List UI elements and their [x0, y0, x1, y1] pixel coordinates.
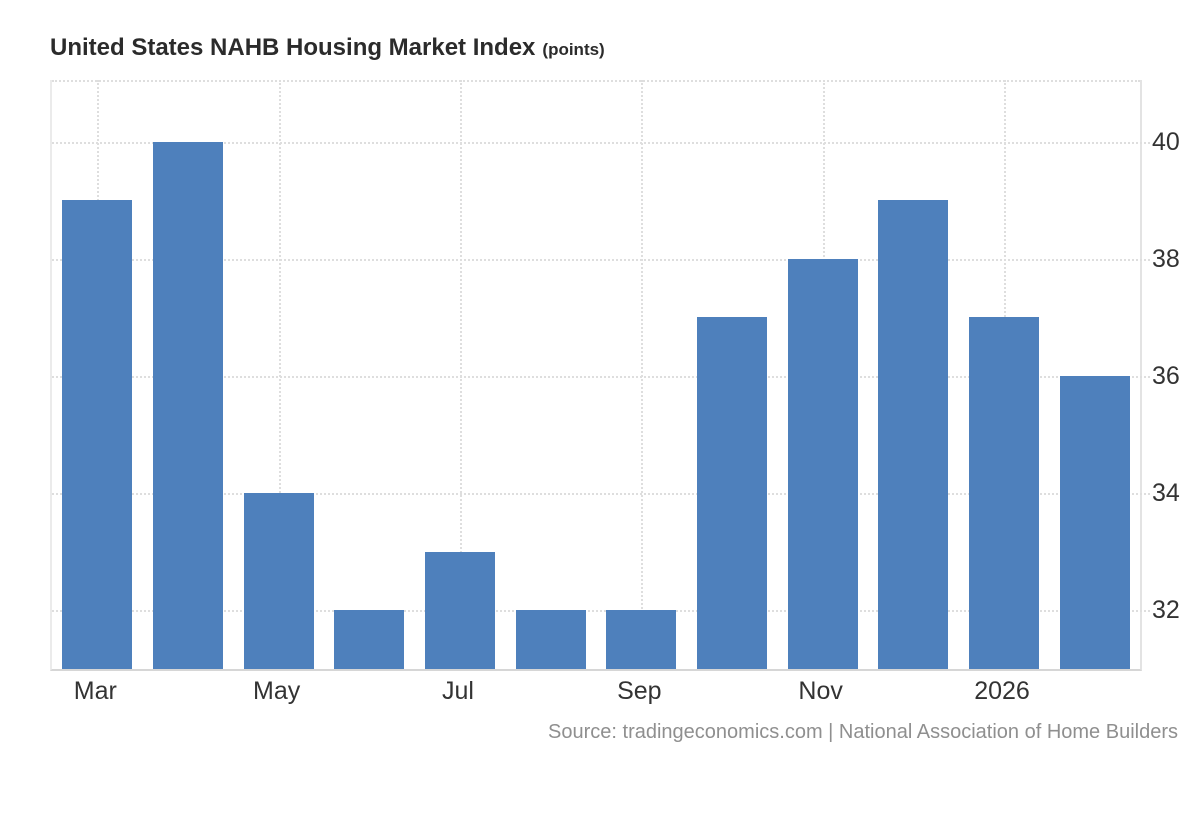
- bar-jul: [425, 551, 495, 669]
- bar-oct: [697, 317, 767, 669]
- chart-title: United States NAHB Housing Market Index: [50, 34, 536, 61]
- bar-aug: [515, 610, 586, 669]
- x-axis-label-nov: Nov: [798, 677, 843, 705]
- bar-jun: [334, 610, 405, 669]
- x-axis-label-jul: Jul: [442, 677, 474, 705]
- plot-area: [50, 80, 1150, 671]
- v-gridline-may: [278, 80, 281, 669]
- x-axis-label-mar: Mar: [73, 677, 117, 705]
- h-gridline-36: [52, 375, 1150, 378]
- h-gridline-34: [52, 493, 1150, 496]
- v-gridline-jul: [460, 80, 462, 669]
- bar-mar: [62, 200, 133, 669]
- source-credit: Source: tradingeconomics.com | National …: [548, 721, 1178, 743]
- h-gridline-38: [52, 258, 1150, 261]
- y-axis-label-38: 38: [1152, 244, 1180, 273]
- bar-nov: [787, 258, 858, 669]
- x-axis-label-may: May: [253, 677, 301, 705]
- chart-title-units: (points): [542, 40, 605, 59]
- y-axis-label-32: 32: [1152, 596, 1180, 625]
- y-axis-label-34: 34: [1152, 479, 1180, 508]
- bar-2026: [969, 317, 1039, 669]
- y-axis-label-36: 36: [1152, 361, 1180, 390]
- y-axis-label-40: 40: [1152, 127, 1180, 156]
- plot-top-border: [52, 80, 1140, 82]
- bar-dec: [878, 200, 949, 669]
- h-gridline-32: [52, 610, 1150, 613]
- bar-sep: [606, 610, 677, 669]
- bar-feb: [1059, 375, 1130, 669]
- x-axis-label-sep: Sep: [617, 677, 662, 705]
- chart-header: United States NAHB Housing Market Index (…: [50, 34, 605, 62]
- x-axis-label-2026: 2026: [974, 677, 1030, 705]
- bar-apr: [153, 141, 223, 669]
- bar-may: [243, 493, 314, 669]
- h-gridline-40: [52, 141, 1150, 144]
- v-gridline-sep: [641, 80, 644, 669]
